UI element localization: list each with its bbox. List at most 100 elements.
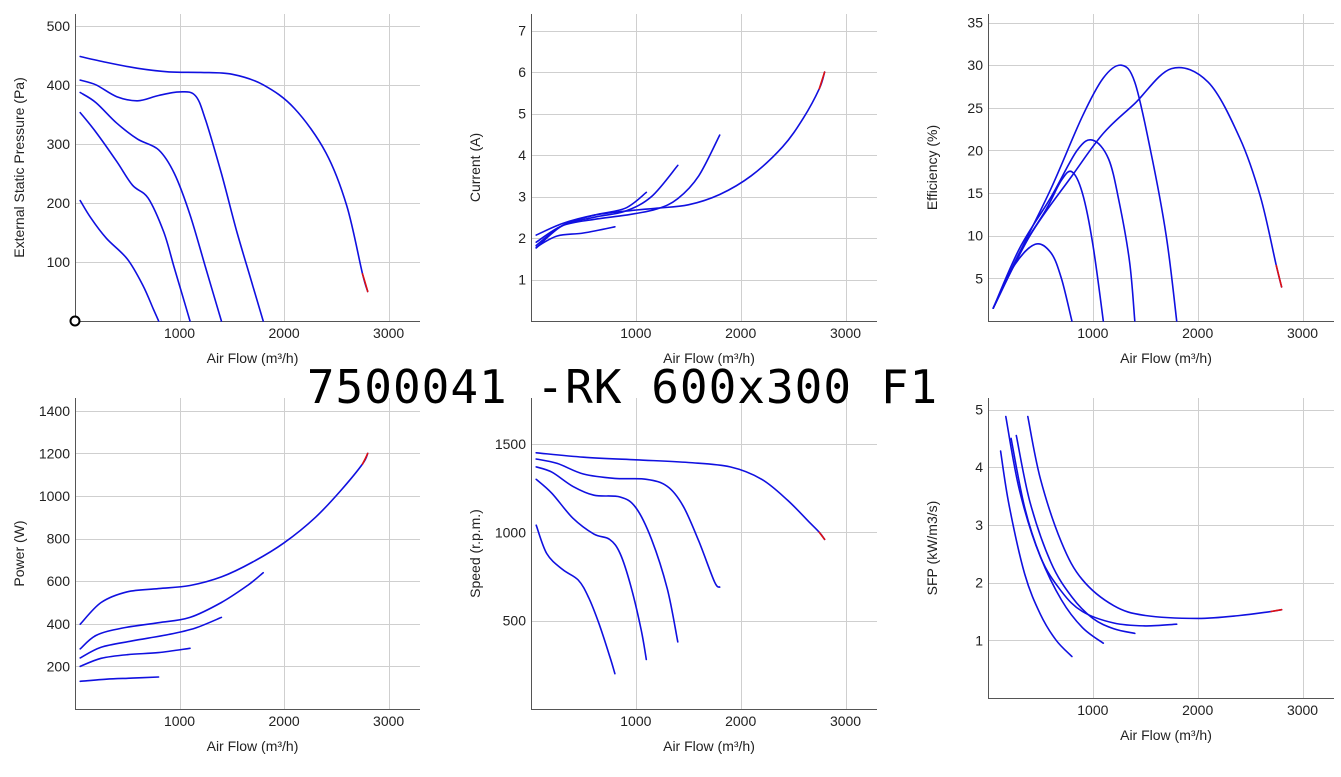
x-tick-label: 3000	[373, 713, 404, 729]
series-limit-segment-1	[818, 71, 826, 90]
series-line-1	[535, 71, 826, 236]
y-tick-label: 1	[975, 632, 983, 648]
y-tick-label: 500	[503, 613, 527, 629]
chart-current: 1000 2000 3000 1 2 3 4 5 6 7 Air Flow (m³/h) Curren…	[467, 14, 877, 366]
x-tick-label: 1000	[164, 325, 195, 341]
y-tick-label: 7	[518, 23, 526, 39]
x-axis-label: Air Flow (m³/h)	[1120, 350, 1212, 366]
series-line-5	[992, 243, 1073, 322]
chart-sfp: 1000 2000 3000 1 2 3 4 5 Air Flow (m³/h) SFP (kW/…	[924, 398, 1334, 743]
y-tick-label: 2	[518, 230, 526, 246]
x-tick-label: 2000	[1182, 702, 1213, 718]
series-line-2	[535, 134, 721, 243]
y-tick-label: 400	[47, 77, 71, 93]
series-line-2	[992, 64, 1178, 322]
series-line-2	[79, 79, 264, 322]
y-tick-label: 5	[518, 106, 526, 122]
y-tick-label: 800	[47, 531, 71, 547]
series-line-4	[992, 170, 1105, 322]
series-line-4	[1010, 437, 1105, 644]
x-tick-label: 3000	[373, 325, 404, 341]
y-tick-label: 4	[518, 147, 526, 163]
series-limit-segment-1	[1275, 264, 1283, 288]
y-axis-label: Efficiency (%)	[924, 125, 940, 210]
series-line-5	[535, 226, 616, 248]
series-line-1	[79, 452, 369, 625]
y-tick-label: 30	[967, 57, 983, 73]
y-tick-label: 1200	[39, 445, 70, 461]
series-line-1	[992, 66, 1283, 309]
operating-point-marker[interactable]	[69, 315, 81, 327]
series-line-1	[79, 55, 369, 293]
series-line-3	[79, 616, 223, 659]
x-tick-label: 1000	[1077, 325, 1108, 341]
y-tick-label: 5	[975, 402, 983, 418]
x-tick-label: 2000	[269, 325, 300, 341]
y-tick-label: 2	[975, 575, 983, 591]
series-limit-segment-1	[1270, 608, 1283, 613]
y-tick-label: 3	[975, 517, 983, 533]
series-line-4	[79, 111, 191, 322]
x-tick-label: 3000	[1287, 325, 1318, 341]
y-tick-label: 5	[975, 270, 983, 286]
y-axis-label: Power (W)	[11, 520, 27, 586]
y-tick-label: 300	[47, 136, 71, 152]
chart-efficiency: 1000 2000 3000 5 10 15 20 25 30 35 Air Flow (m³/h)…	[924, 14, 1334, 366]
x-axis-label: Air Flow (m³/h)	[663, 738, 755, 754]
x-tick-label: 2000	[269, 713, 300, 729]
y-tick-label: 4	[975, 459, 983, 475]
y-axis-label: Speed (r.p.m.)	[467, 509, 483, 598]
x-tick-label: 1000	[164, 713, 195, 729]
series-line-4	[79, 647, 191, 668]
series-line-3	[535, 466, 679, 643]
x-axis-label: Air Flow (m³/h)	[207, 350, 299, 366]
x-tick-label: 3000	[830, 713, 861, 729]
series-line-2	[1005, 415, 1178, 627]
y-tick-label: 200	[47, 195, 71, 211]
y-tick-label: 400	[47, 616, 71, 632]
y-tick-label: 1500	[495, 436, 526, 452]
y-axis-label: Current (A)	[467, 133, 483, 202]
y-tick-label: 1000	[495, 524, 526, 540]
x-tick-label: 3000	[1287, 702, 1318, 718]
y-tick-label: 1000	[39, 488, 70, 504]
series-limit-segment-1	[361, 452, 369, 465]
y-tick-label: 200	[47, 658, 71, 674]
y-tick-label: 3	[518, 189, 526, 205]
x-tick-label: 2000	[725, 325, 756, 341]
y-tick-label: 600	[47, 573, 71, 589]
x-tick-label: 1000	[1077, 702, 1108, 718]
x-tick-label: 1000	[620, 325, 651, 341]
series-line-3	[535, 164, 679, 247]
chart-pressure: 1000 2000 3000 100 200 300 400 500 Air Flow (m³/…	[11, 14, 420, 366]
series-line-3	[992, 139, 1136, 322]
series-limit-segment-1	[361, 273, 369, 293]
x-tick-label: 1000	[620, 713, 651, 729]
series-line-2	[79, 571, 264, 650]
y-tick-label: 500	[47, 18, 71, 34]
series-line-5	[79, 199, 160, 322]
series-line-3	[1015, 434, 1136, 635]
series-line-2	[535, 458, 721, 588]
chart-power: 1000 2000 3000 200 400 600 800 1000 1200 1400 Air …	[11, 398, 420, 754]
chart-speed: 1000 2000 3000 500 1000 1500 Air Flow (m³/h) Sp…	[467, 398, 877, 754]
y-tick-label: 1	[518, 272, 526, 288]
y-tick-label: 35	[967, 15, 983, 31]
y-tick-label: 1400	[39, 403, 70, 419]
x-tick-label: 2000	[1182, 325, 1213, 341]
series-line-1	[1027, 415, 1283, 620]
y-tick-label: 6	[518, 64, 526, 80]
y-tick-label: 10	[967, 228, 983, 244]
y-tick-label: 15	[967, 185, 983, 201]
series-line-5	[535, 524, 616, 675]
x-axis-label: Air Flow (m³/h)	[663, 350, 755, 366]
series-limit-segment-1	[818, 531, 826, 541]
y-tick-label: 100	[47, 254, 71, 270]
series-line-5	[79, 676, 160, 683]
series-line-1	[535, 452, 826, 541]
page-title: 7500041 -RK 600x300 F1	[306, 360, 939, 414]
x-axis-label: Air Flow (m³/h)	[1120, 727, 1212, 743]
series-line-4	[535, 478, 648, 661]
series-line-3	[79, 91, 223, 322]
